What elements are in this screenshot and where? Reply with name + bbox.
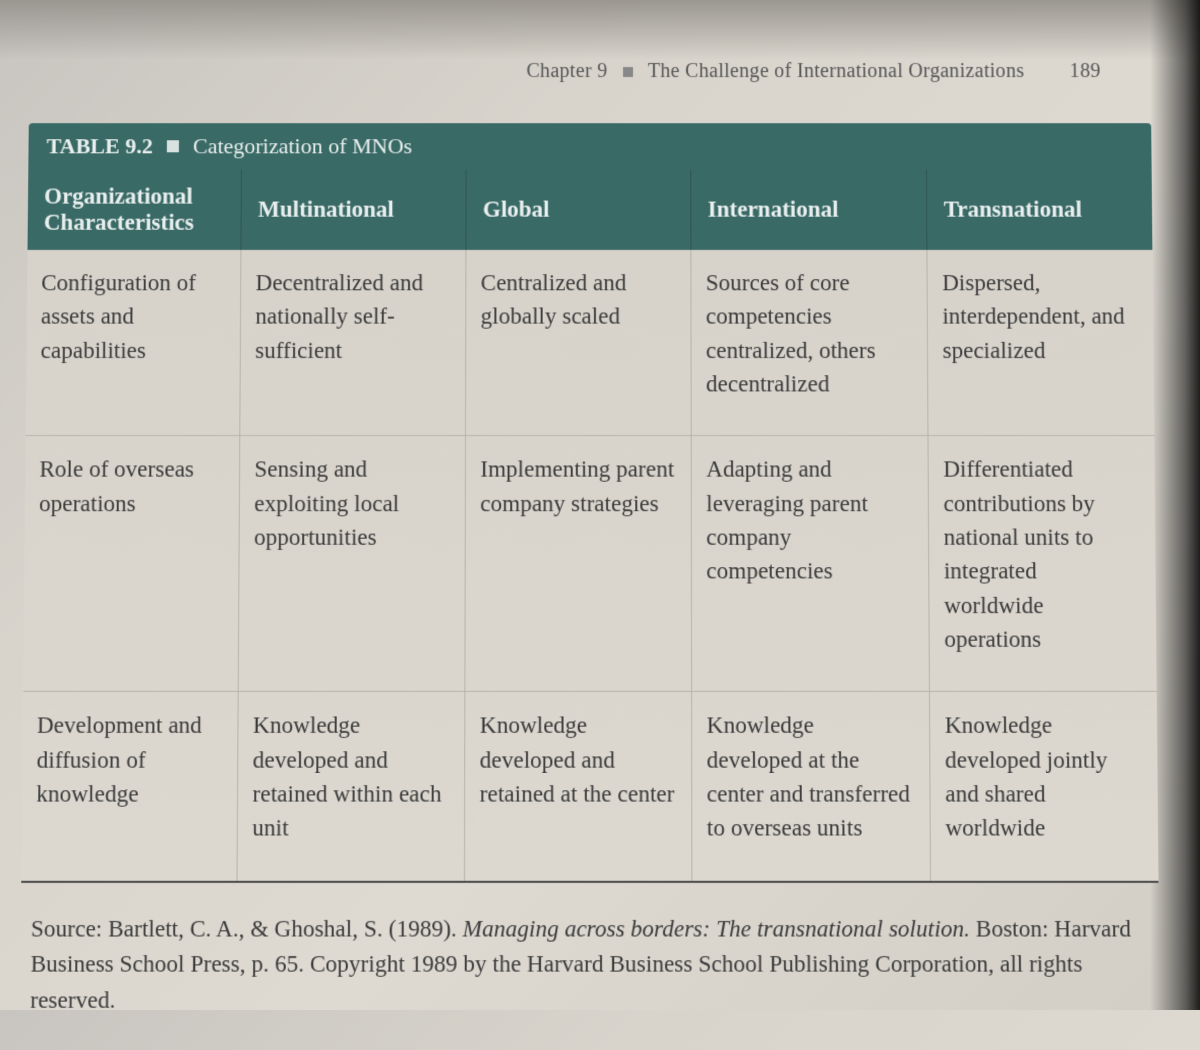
table-cell: Knowledge developed and retained within … bbox=[237, 692, 465, 882]
table-9-2: TABLE 9.2 Categorization of MNOs Organiz… bbox=[21, 123, 1158, 882]
table-cell: Knowledge developed jointly and shared w… bbox=[930, 692, 1159, 882]
row-header: Configuration of assets and capabilities bbox=[26, 250, 242, 436]
table-title-bar: TABLE 9.2 Categorization of MNOs bbox=[28, 123, 1151, 169]
chapter-title: The Challenge of International Organizat… bbox=[648, 60, 1025, 82]
table-label: TABLE 9.2 bbox=[46, 133, 152, 159]
source-prefix: Source: Bartlett, C. A., & Ghoshal, S. (… bbox=[31, 916, 463, 942]
col-header: Organizational Characteristics bbox=[28, 169, 242, 250]
table-row: Configuration of assets and capabilities… bbox=[26, 250, 1155, 436]
table-source-citation: Source: Bartlett, C. A., & Ghoshal, S. (… bbox=[30, 912, 1150, 1019]
table-row: Role of overseas operations Sensing and … bbox=[23, 436, 1157, 692]
table-header-row: Organizational Characteristics Multinati… bbox=[28, 169, 1153, 250]
page-number: 189 bbox=[1070, 60, 1101, 82]
bullet-separator-icon bbox=[623, 67, 633, 77]
chapter-label: Chapter 9 bbox=[526, 60, 607, 82]
table-caption: Categorization of MNOs bbox=[193, 133, 412, 159]
col-header: Multinational bbox=[241, 169, 466, 250]
table-row: Development and diffusion of knowledge K… bbox=[21, 692, 1158, 882]
table-cell: Implementing parent company strategies bbox=[465, 436, 692, 692]
table-cell: Knowledge developed at the center and tr… bbox=[692, 692, 931, 882]
table-cell: Sources of core competencies centralized… bbox=[691, 250, 928, 436]
table-cell: Dispersed, interdependent, and specializ… bbox=[927, 250, 1154, 436]
book-page: Chapter 9 The Challenge of International… bbox=[0, 0, 1200, 1050]
mno-table: Organizational Characteristics Multinati… bbox=[21, 169, 1158, 882]
col-header: Global bbox=[466, 169, 691, 250]
table-cell: Adapting and leveraging parent company c… bbox=[691, 436, 929, 692]
col-header: Transnational bbox=[927, 169, 1152, 250]
running-head: Chapter 9 The Challenge of International… bbox=[29, 60, 1101, 83]
row-header: Development and diffusion of knowledge bbox=[21, 692, 238, 882]
table-cell: Knowledge developed and retained at the … bbox=[465, 692, 692, 882]
col-header: International bbox=[691, 169, 927, 250]
table-cell: Sensing and exploiting local opportuniti… bbox=[238, 436, 465, 692]
table-cell: Centralized and globally scaled bbox=[466, 250, 692, 436]
table-cell: Differentiated contributions by national… bbox=[928, 436, 1156, 692]
source-italic-title: Managing across borders: The transnation… bbox=[463, 916, 970, 942]
table-cell: Decentralized and nationally self-suffic… bbox=[240, 250, 466, 436]
row-header: Role of overseas operations bbox=[23, 436, 240, 692]
square-bullet-icon bbox=[167, 140, 179, 152]
